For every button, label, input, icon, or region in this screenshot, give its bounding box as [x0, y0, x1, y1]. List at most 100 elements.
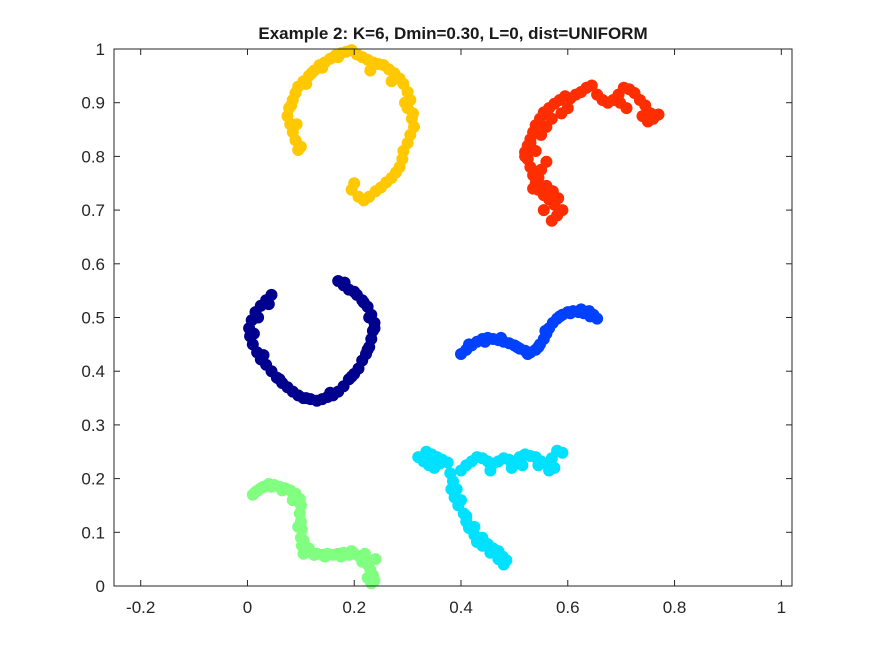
data-point	[441, 456, 454, 469]
data-point	[556, 446, 569, 459]
x-tick-label: 0.8	[663, 598, 687, 617]
x-tick-label: 1	[777, 598, 786, 617]
data-point	[348, 177, 361, 190]
y-tick-label: 0.5	[81, 309, 105, 328]
data-point	[521, 348, 534, 360]
data-point	[265, 480, 278, 493]
data-point	[324, 386, 337, 399]
data-point	[537, 204, 550, 217]
data-points	[243, 44, 665, 590]
data-point	[276, 484, 289, 497]
data-point	[358, 547, 371, 560]
data-point	[450, 483, 463, 496]
data-point	[247, 327, 260, 340]
data-point	[492, 553, 505, 566]
data-point	[614, 96, 627, 109]
data-point	[476, 531, 489, 544]
data-point	[334, 550, 347, 563]
data-point	[364, 64, 377, 77]
data-point	[369, 553, 382, 566]
y-tick-label: 0.8	[81, 147, 105, 166]
data-point	[495, 331, 507, 344]
series-1	[281, 44, 420, 207]
data-point	[455, 494, 467, 507]
data-point	[361, 571, 374, 584]
y-tick-label: 1	[96, 40, 105, 59]
data-point	[348, 285, 361, 298]
data-point	[524, 137, 537, 149]
y-tick-label: 0.4	[81, 362, 105, 381]
data-point	[345, 370, 358, 383]
data-point	[290, 118, 303, 131]
data-point	[357, 296, 370, 309]
series-4	[455, 303, 604, 360]
data-point	[368, 322, 381, 335]
data-point	[300, 77, 313, 90]
data-point	[332, 51, 345, 64]
y-tick-label: 0.9	[81, 94, 105, 113]
data-point	[561, 102, 574, 115]
data-point	[249, 486, 262, 498]
x-tick-label: 0.6	[556, 598, 580, 617]
data-point	[318, 550, 331, 563]
data-point	[539, 324, 552, 337]
y-tick-label: 0.2	[81, 470, 105, 489]
y-tick-label: 0	[96, 577, 105, 596]
data-point	[363, 311, 376, 324]
data-point	[286, 494, 299, 507]
data-point	[361, 343, 374, 356]
y-tick-label: 0.7	[81, 201, 105, 220]
series-3	[243, 275, 381, 407]
data-point	[273, 373, 286, 386]
data-point	[564, 307, 577, 320]
data-point	[300, 392, 313, 405]
data-point	[527, 182, 540, 195]
data-point	[484, 464, 497, 477]
data-point	[545, 112, 558, 125]
series-6	[246, 478, 382, 590]
data-point	[338, 276, 351, 289]
data-point	[553, 310, 566, 323]
x-tick-label: 0	[243, 598, 252, 617]
data-point	[305, 67, 318, 80]
x-axis: -0.2 0 0.2 0.4 0.6 0.8 1	[126, 49, 786, 617]
data-point	[262, 298, 275, 311]
data-point	[316, 61, 329, 74]
data-point	[532, 459, 545, 472]
y-tick-label: 0.3	[81, 416, 105, 435]
data-point	[463, 338, 475, 351]
data-point	[636, 110, 649, 123]
data-point	[543, 464, 556, 477]
chart-title: Example 2: K=6, Dmin=0.30, L=0, dist=UNI…	[258, 24, 647, 43]
data-point	[552, 192, 565, 205]
y-tick-label: 0.1	[81, 523, 105, 542]
x-tick-label: 0.2	[342, 598, 366, 617]
x-tick-label: 0.4	[449, 598, 473, 617]
y-axis: 0 0.1 0.2 0.3 0.4 0.5 0.6 0.7 0.8 0.9 1	[81, 40, 792, 596]
data-point	[265, 288, 278, 301]
data-point	[285, 99, 298, 112]
series-5	[412, 444, 569, 571]
data-point	[584, 310, 597, 323]
data-point	[407, 107, 419, 120]
data-point	[505, 461, 518, 474]
data-point	[519, 150, 532, 163]
data-point	[399, 96, 411, 109]
data-point	[532, 171, 545, 184]
data-point	[252, 311, 265, 324]
data-point	[297, 547, 310, 560]
data-point	[479, 335, 491, 348]
data-point	[575, 303, 588, 316]
data-point	[345, 545, 358, 558]
data-point	[585, 79, 598, 92]
x-tick-label: -0.2	[126, 598, 155, 617]
data-point	[460, 510, 473, 523]
data-point	[257, 349, 270, 362]
data-point	[420, 445, 433, 458]
data-point	[516, 459, 529, 472]
data-point	[511, 341, 524, 353]
data-point	[297, 534, 310, 547]
y-tick-label: 0.6	[81, 255, 105, 274]
